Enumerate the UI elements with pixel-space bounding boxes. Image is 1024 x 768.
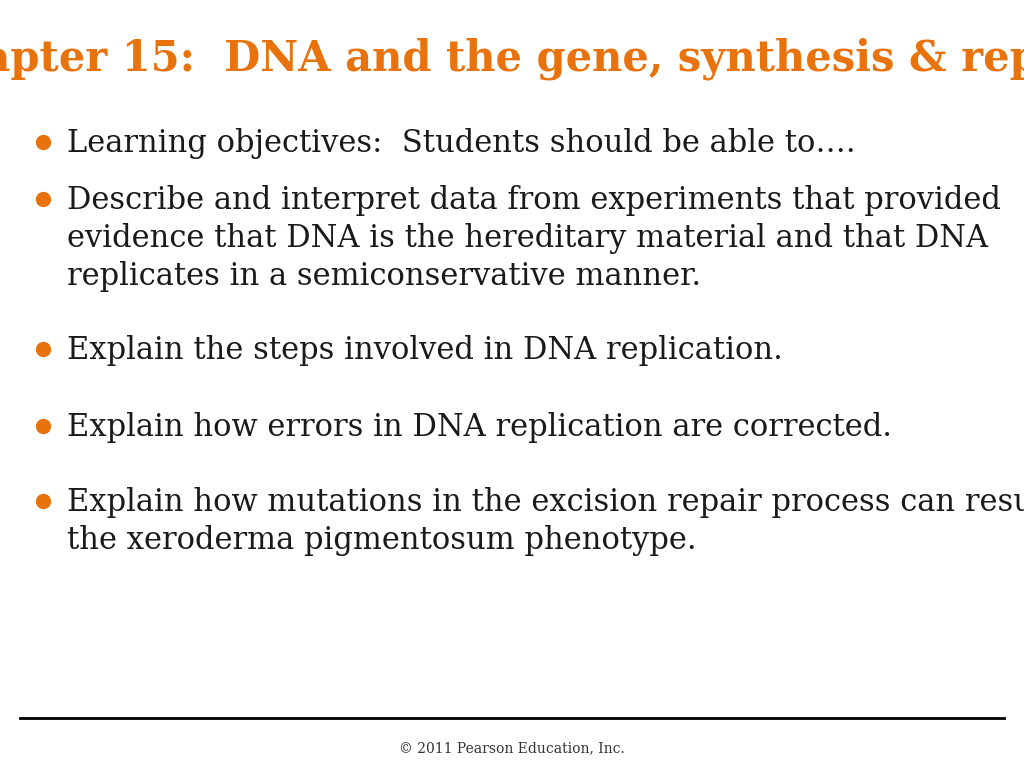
Text: © 2011 Pearson Education, Inc.: © 2011 Pearson Education, Inc.	[399, 741, 625, 755]
Text: Describe and interpret data from experiments that provided
evidence that DNA is : Describe and interpret data from experim…	[67, 185, 1000, 293]
Text: Explain how errors in DNA replication are corrected.: Explain how errors in DNA replication ar…	[67, 412, 892, 443]
Text: Explain how mutations in the excision repair process can result in
the xeroderma: Explain how mutations in the excision re…	[67, 487, 1024, 556]
Text: Explain the steps involved in DNA replication.: Explain the steps involved in DNA replic…	[67, 335, 782, 366]
Text: Chapter 15:  DNA and the gene, synthesis & repair: Chapter 15: DNA and the gene, synthesis …	[0, 38, 1024, 81]
Text: Learning objectives:  Students should be able to….: Learning objectives: Students should be …	[67, 128, 855, 159]
